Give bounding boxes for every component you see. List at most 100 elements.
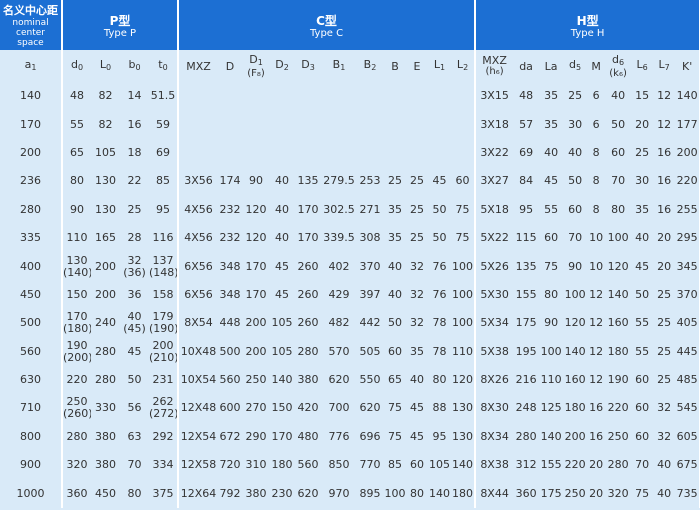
data-cell: 177: [675, 110, 700, 139]
data-cell: 216: [515, 373, 537, 387]
data-cell: 90: [70, 202, 84, 216]
data-cell: 5X30: [480, 287, 509, 301]
data-cell: 370: [359, 259, 381, 273]
data-cell: 60: [568, 202, 583, 216]
data-cell: 130: [95, 202, 116, 216]
column-header: MXZ (h₆): [475, 50, 513, 82]
data-cell: 20: [657, 259, 672, 273]
data-cell: 75: [451, 223, 477, 253]
column-symbol: L: [636, 58, 643, 71]
data-cell: 35: [635, 202, 650, 216]
data-cell: 60: [544, 231, 559, 245]
data-cell: 130 (140): [63, 253, 91, 279]
data-cell: 25: [410, 202, 424, 216]
column-symbol: b: [128, 58, 136, 71]
data-cell: 330: [95, 401, 116, 415]
data-cell: 20: [589, 486, 604, 500]
data-cell: 231: [149, 365, 179, 395]
data-cell: 720: [219, 458, 241, 472]
data-cell: 232: [219, 202, 241, 216]
data-cell: 280: [95, 344, 116, 358]
data-cell: 25: [657, 316, 672, 330]
data-cell: 75: [451, 195, 477, 224]
data-cell: 80: [544, 287, 559, 301]
column-symbol: D: [275, 58, 284, 71]
data-cell: 35: [410, 344, 424, 358]
column-symbol: M: [591, 59, 601, 73]
column-header: b0: [120, 50, 149, 82]
group-subtitle: Type H: [570, 27, 605, 39]
data-cell: 4X56: [184, 202, 213, 216]
group-title: P型: [109, 13, 131, 28]
column-subscript: 6: [619, 57, 625, 67]
data-cell: 545: [675, 394, 700, 423]
column-header: L0: [91, 50, 120, 82]
data-cell: 5X26: [480, 259, 509, 273]
data-cell: 45: [410, 429, 424, 443]
column-symbol: L: [433, 58, 441, 71]
data-cell: 675: [675, 451, 700, 480]
data-cell: 3X56: [184, 174, 213, 188]
data-cell: 20: [589, 458, 604, 472]
data-cell: 170: [271, 429, 293, 443]
data-cell: 220: [564, 458, 586, 472]
data-cell: 80: [432, 373, 447, 387]
column-subscript: 1: [257, 57, 263, 67]
data-cell: 696: [359, 429, 381, 443]
column-header: K': [675, 50, 700, 82]
data-cell: 40: [275, 231, 289, 245]
data-cell: 280: [515, 429, 537, 443]
data-cell: 230: [271, 486, 293, 500]
data-row: 400 130 (140) 200 32 (36) 137 (148) 6X56 348 17…: [0, 252, 700, 281]
data-cell: 45: [410, 401, 424, 415]
data-cell: 18: [127, 145, 142, 159]
data-cell: 6X56: [184, 259, 213, 273]
data-cell: 280: [297, 344, 319, 358]
data-cell: 45: [275, 287, 289, 301]
data-cell: 69: [519, 145, 534, 159]
data-cell: [384, 82, 406, 110]
data-cell: 155: [540, 458, 562, 472]
data-cell: 120: [245, 202, 267, 216]
data-cell: 280: [0, 195, 63, 224]
data-cell: 125: [540, 401, 562, 415]
data-cell: 45: [635, 259, 650, 273]
data-cell: 100: [540, 344, 562, 358]
data-cell: 40: [388, 259, 402, 273]
data-cell: 250: [607, 429, 629, 443]
data-cell: 105: [429, 458, 450, 472]
data-cell: 130: [95, 174, 116, 188]
column-symbol: D: [301, 58, 310, 71]
data-cell: 20: [657, 231, 672, 245]
data-cell: 312: [515, 458, 537, 472]
data-cell: 253: [359, 174, 381, 188]
data-cell: 100: [451, 280, 477, 310]
column-header: L7: [653, 50, 675, 82]
data-cell: 200: [95, 259, 116, 273]
data-row: 1000 360 450 80 375 12X64 792 380 230 620 970 895 10…: [0, 479, 700, 508]
column-header: La: [539, 50, 563, 82]
data-cell: 570: [328, 344, 350, 358]
data-cell: 16: [657, 145, 672, 159]
data-cell: 50: [127, 373, 142, 387]
data-cell: 78: [432, 344, 447, 358]
data-cell: [218, 110, 242, 138]
data-cell: 45: [275, 259, 289, 273]
data-cell: 560: [219, 373, 241, 387]
data-cell: 70: [635, 458, 650, 472]
data-cell: 380: [245, 486, 267, 500]
column-subscript: 2: [371, 63, 377, 72]
data-cell: 140: [429, 486, 450, 500]
column-header: D3: [294, 50, 322, 82]
data-cell: 59: [149, 110, 179, 139]
data-cell: 80: [410, 486, 424, 500]
data-cell: 445: [675, 337, 700, 366]
data-row: 280 90 130 25 95 4X56 232 120 40 170 302.5 271 35 25 5…: [0, 195, 700, 224]
data-cell: 1000: [0, 479, 63, 508]
data-cell: 220: [607, 401, 629, 415]
data-cell: 8: [592, 202, 600, 216]
data-cell: 710: [0, 394, 63, 423]
data-cell: 15: [635, 89, 650, 103]
data-cell: 260: [297, 287, 319, 301]
data-cell: 57: [519, 117, 534, 131]
